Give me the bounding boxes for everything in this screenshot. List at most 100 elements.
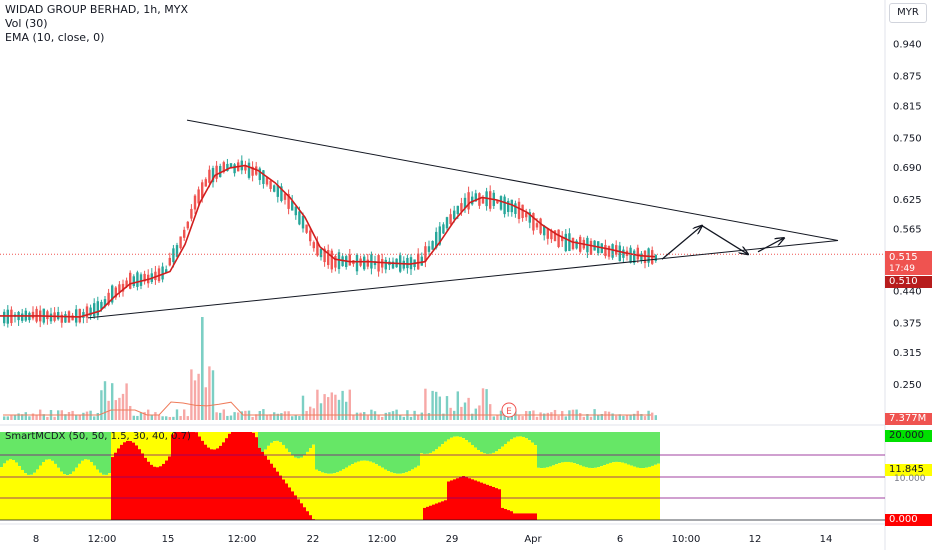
indicator-column xyxy=(375,432,378,520)
indicator-green-segment xyxy=(636,432,639,468)
ema-legend[interactable]: EMA (10, close, 0) xyxy=(5,31,105,44)
indicator-column xyxy=(84,432,87,520)
indicator-column xyxy=(378,432,381,520)
indicator-yellow-segment xyxy=(510,439,513,512)
volume-bar xyxy=(546,412,549,420)
volume-bar xyxy=(42,414,45,420)
indicator-yellow-segment xyxy=(93,465,96,520)
indicator-yellow-segment xyxy=(354,462,357,520)
indicator-column xyxy=(543,432,546,520)
candle xyxy=(633,249,636,265)
candle-body xyxy=(186,221,189,229)
indicator-column xyxy=(51,432,54,520)
indicator-green-segment xyxy=(618,432,621,463)
candle-body xyxy=(633,250,636,263)
volume-bar xyxy=(298,416,301,420)
candle xyxy=(503,194,506,218)
volume-bar xyxy=(330,392,333,420)
indicator-green-segment xyxy=(414,432,417,468)
candle-body xyxy=(499,196,503,210)
indicator-red-segment xyxy=(483,483,486,520)
indicator-legend[interactable]: SmartMCDX (50, 50, 1.5, 30, 40, 0.7) xyxy=(5,431,191,442)
indicator-yellow-segment xyxy=(285,448,288,484)
indicator-green-segment xyxy=(444,432,447,442)
volume-bar xyxy=(381,416,384,420)
indicator-yellow-segment xyxy=(576,464,579,520)
indicator-yellow-segment xyxy=(159,432,162,467)
indicator-yellow-segment xyxy=(486,453,489,485)
indicator-column xyxy=(501,432,504,520)
volume-bar xyxy=(157,415,161,420)
currency-selector[interactable]: MYR xyxy=(889,3,927,23)
indicator-yellow-segment xyxy=(348,465,351,520)
volume-bar xyxy=(208,366,211,420)
indicator-green-segment xyxy=(339,432,342,471)
indicator-column xyxy=(420,432,423,520)
indicator-green-segment xyxy=(336,432,339,473)
candle xyxy=(449,208,452,225)
indicator-yellow-segment xyxy=(42,461,45,520)
indicator-green-segment xyxy=(417,432,420,466)
volume-bar xyxy=(345,401,348,420)
indicator-red-segment xyxy=(243,432,246,520)
indicator-column xyxy=(594,432,597,520)
indicator-yellow-segment xyxy=(270,442,273,464)
candle xyxy=(93,298,96,319)
indicator-column xyxy=(639,432,642,520)
candle xyxy=(334,254,337,272)
volume-bar xyxy=(294,414,297,420)
indicator-yellow-segment xyxy=(474,447,477,481)
indicator-green-segment xyxy=(480,432,483,452)
indicator-yellow-segment xyxy=(531,442,534,514)
price-tick-label: 0.690 xyxy=(893,163,922,174)
volume-bar xyxy=(424,388,427,420)
indicator-green-segment xyxy=(96,432,99,470)
indicator-red-segment xyxy=(150,464,153,520)
volume-legend[interactable]: Vol (30) xyxy=(5,17,48,30)
candle xyxy=(330,248,333,273)
indicator-green-segment xyxy=(483,432,486,454)
indicator-column xyxy=(321,432,324,520)
indicator-column xyxy=(66,432,69,520)
indicator-yellow-segment xyxy=(3,463,6,520)
candle-body xyxy=(460,203,463,212)
indicator-column xyxy=(366,432,369,520)
indicator-red-segment xyxy=(138,449,141,520)
indicator-red-segment xyxy=(147,461,150,520)
volume-bar xyxy=(323,394,326,420)
indicator-red-segment xyxy=(300,503,303,520)
indicator-yellow-segment xyxy=(432,451,435,505)
candle-body xyxy=(309,230,312,242)
candle xyxy=(607,245,611,260)
indicator-column xyxy=(453,432,456,520)
volume-bar xyxy=(219,412,222,420)
indicator-yellow-segment xyxy=(6,460,9,520)
price-tick-label: 0.250 xyxy=(893,380,922,391)
indicator-column xyxy=(552,432,555,520)
indicator-column xyxy=(540,432,543,520)
candle-body xyxy=(319,248,323,258)
indicator-column xyxy=(96,432,99,520)
indicator-column xyxy=(555,432,558,520)
indicator-column xyxy=(393,432,396,520)
indicator-green-segment xyxy=(303,432,306,456)
candle xyxy=(384,257,387,274)
indicator-column xyxy=(372,432,375,520)
volume-bar xyxy=(226,415,229,420)
time-tick-label: 14 xyxy=(820,534,833,545)
indicator-column xyxy=(69,432,72,520)
indicator-red-segment xyxy=(216,448,219,520)
candle xyxy=(208,165,211,188)
candle xyxy=(615,240,618,257)
volume-bar xyxy=(233,412,236,420)
candle-body xyxy=(208,169,211,183)
indicator-column xyxy=(210,432,213,520)
indicator-column xyxy=(387,432,390,520)
indicator-column xyxy=(645,432,648,520)
ema-value-tag: 0.510 xyxy=(885,276,932,288)
candle-body xyxy=(327,250,330,266)
indicator-yellow-segment xyxy=(171,432,174,435)
candle xyxy=(183,226,186,241)
projection-arrow xyxy=(661,226,702,260)
